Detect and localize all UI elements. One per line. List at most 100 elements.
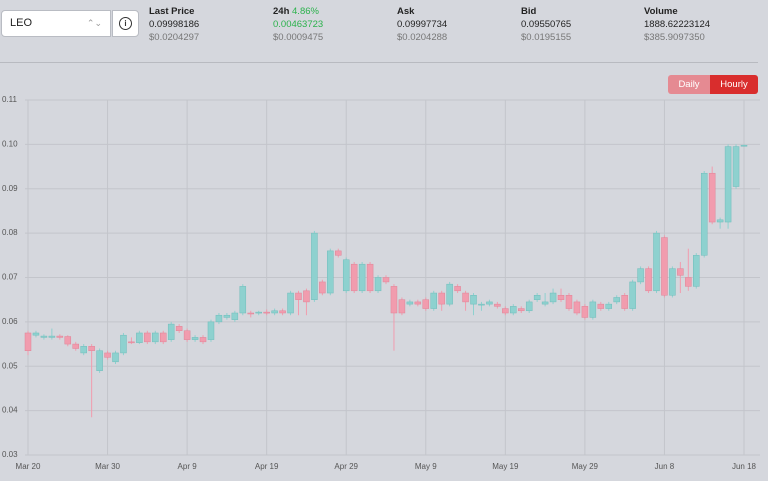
candle-body (120, 334, 127, 354)
x-tick-label: Apr 29 (334, 462, 358, 471)
candle-body (541, 301, 549, 305)
candle-body (303, 290, 310, 303)
candle-body (64, 336, 72, 345)
y-tick-label: 0.08 (2, 228, 18, 237)
candle-body (533, 295, 541, 300)
candle-body (645, 268, 652, 292)
daily-button[interactable]: Daily (668, 75, 710, 94)
stat-usd: $0.0195155 (521, 32, 572, 43)
candle-body (565, 295, 573, 309)
stat-value: 0.09998186 (149, 19, 200, 30)
candle-body (88, 346, 95, 351)
candle-body (144, 332, 151, 343)
candle-body (191, 337, 199, 340)
candle-body (589, 301, 597, 318)
y-tick-label: 0.11 (2, 95, 18, 104)
info-icon: i (119, 17, 132, 30)
stat-column: Ask 0.09997734 $0.0204288 (397, 5, 447, 44)
x-tick-label: May 9 (415, 462, 437, 471)
market-select[interactable]: LEO ⌃⌄ (1, 10, 111, 37)
stat-usd: $385.9097350 (644, 32, 705, 43)
candle-body (716, 219, 724, 223)
stat-label: Last Price (149, 5, 199, 18)
candle-body (263, 311, 270, 314)
candle-body (708, 172, 716, 223)
candle-body (653, 232, 660, 292)
market-name: LEO (10, 17, 33, 29)
y-tick-label: 0.05 (2, 361, 18, 370)
stat-value: 0.00463723 (273, 19, 324, 30)
y-tick-label: 0.09 (2, 184, 18, 193)
y-tick-label: 0.04 (2, 406, 18, 415)
candle-body (677, 268, 684, 276)
y-tick-label: 0.10 (2, 139, 18, 148)
x-tick-label: Apr 19 (255, 462, 279, 471)
candle-body (255, 311, 262, 314)
candle-body (247, 312, 255, 315)
candle-body (48, 335, 56, 338)
candle-body (239, 286, 247, 314)
candle-body (478, 303, 485, 306)
candle-body (629, 281, 636, 309)
candle-body (486, 301, 493, 305)
change-percent: 4.86% (292, 6, 319, 17)
select-caret: ⌃⌄ (86, 18, 102, 28)
stat-label: 24h 4.86% (273, 5, 323, 18)
candle-body (159, 332, 167, 343)
candle-body (56, 335, 64, 338)
info-button[interactable]: i (112, 10, 139, 37)
candle-body (279, 310, 286, 314)
candle-body (414, 301, 422, 305)
candle-body (732, 146, 740, 187)
stat-column: 24h 4.86% 0.00463723 $0.0009475 (273, 5, 323, 44)
hourly-button[interactable]: Hourly (710, 75, 758, 94)
candle-body (613, 297, 620, 303)
x-tick-label: Mar 30 (95, 462, 120, 471)
candle-body (207, 321, 215, 340)
candle-body (605, 303, 613, 309)
candle-body (494, 303, 501, 307)
candle-body (502, 308, 509, 314)
candle-body (669, 268, 676, 296)
stat-label: Bid (521, 5, 571, 18)
candle-body (80, 346, 87, 354)
x-tick-label: May 29 (572, 462, 599, 471)
candle-body (517, 308, 525, 312)
candle-body (724, 146, 732, 223)
stat-label: Volume (644, 5, 710, 18)
candle-body (223, 314, 231, 318)
candle-body (581, 306, 589, 318)
candle-body (335, 250, 342, 256)
candle-body (128, 341, 135, 344)
y-tick-label: 0.07 (2, 273, 18, 282)
candle-body (72, 343, 79, 349)
candle-body (199, 337, 207, 343)
candle-body (295, 292, 302, 300)
candle-body (430, 292, 437, 309)
candle-body (215, 314, 223, 323)
candle-body (462, 292, 469, 303)
candle-body (152, 332, 159, 343)
candle-body (40, 335, 48, 338)
stat-value: 0.09550765 (521, 19, 572, 30)
candle-body (167, 323, 175, 340)
candle-body (637, 268, 644, 283)
x-tick-label: Mar 20 (16, 462, 41, 471)
candle-body (422, 299, 430, 309)
candle-body (398, 299, 406, 314)
stat-label-text: Last Price (149, 6, 195, 17)
candle-body (438, 292, 445, 305)
stat-usd: $0.0204297 (149, 32, 200, 43)
candle-body (104, 352, 111, 358)
candle-body (271, 310, 278, 314)
candle-body (319, 281, 326, 294)
candle-body (287, 292, 294, 314)
candle-body (525, 301, 533, 312)
candle-body (350, 263, 358, 292)
candle-body (24, 332, 32, 351)
candle-body (136, 332, 143, 343)
y-tick-label: 0.03 (2, 450, 18, 459)
stat-column: Bid 0.09550765 $0.0195155 (521, 5, 571, 44)
y-tick-label: 0.06 (2, 317, 18, 326)
